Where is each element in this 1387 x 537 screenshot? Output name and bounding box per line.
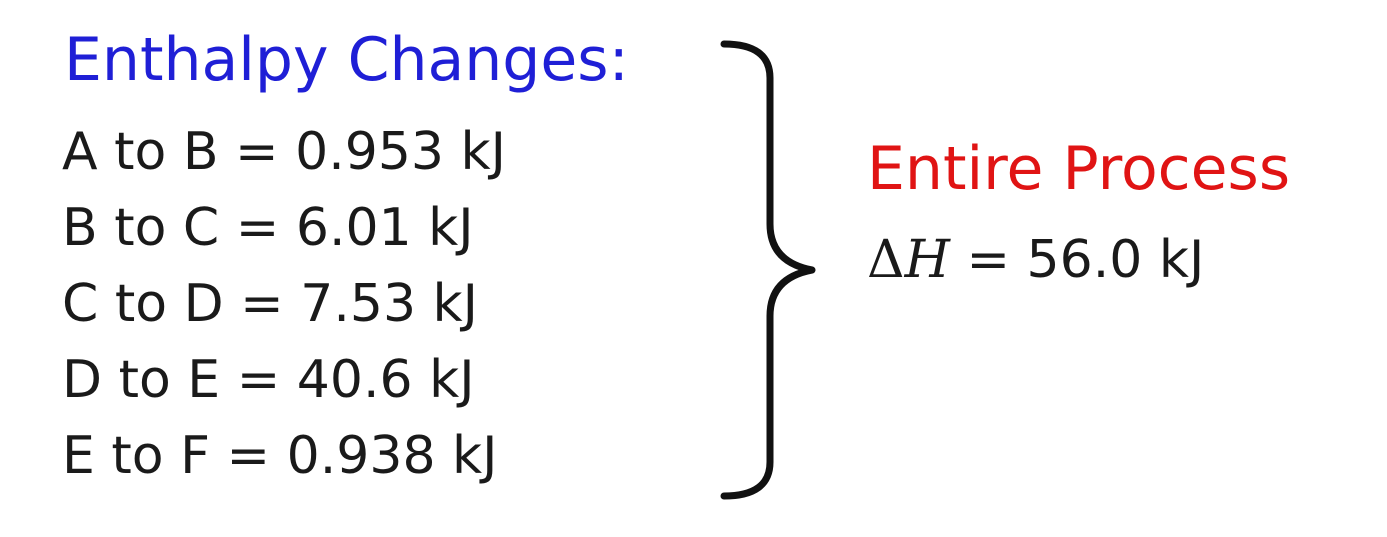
enthalpy-change-e-to-f: E to F = 0.938 kJ — [62, 426, 498, 486]
delta-h-value: = 56.0 kJ — [949, 230, 1205, 290]
enthalpy-variable: H — [904, 230, 950, 290]
delta-h-expression: ΔH = 56.0 kJ — [867, 234, 1204, 286]
enthalpy-change-d-to-e: D to E = 40.6 kJ — [62, 350, 475, 410]
delta-symbol: Δ — [867, 230, 905, 290]
enthalpy-change-a-to-b: A to B = 0.953 kJ — [62, 122, 506, 182]
enthalpy-change-b-to-c: B to C = 6.01 kJ — [62, 198, 474, 258]
enthalpy-changes-list: A to B = 0.953 kJ B to C = 6.01 kJ C to … — [62, 114, 506, 494]
entire-process-title: Entire Process — [867, 134, 1291, 204]
enthalpy-change-c-to-d: C to D = 7.53 kJ — [62, 274, 478, 334]
enthalpy-changes-heading: Enthalpy Changes: — [64, 25, 629, 95]
right-curly-brace-icon — [720, 40, 816, 500]
